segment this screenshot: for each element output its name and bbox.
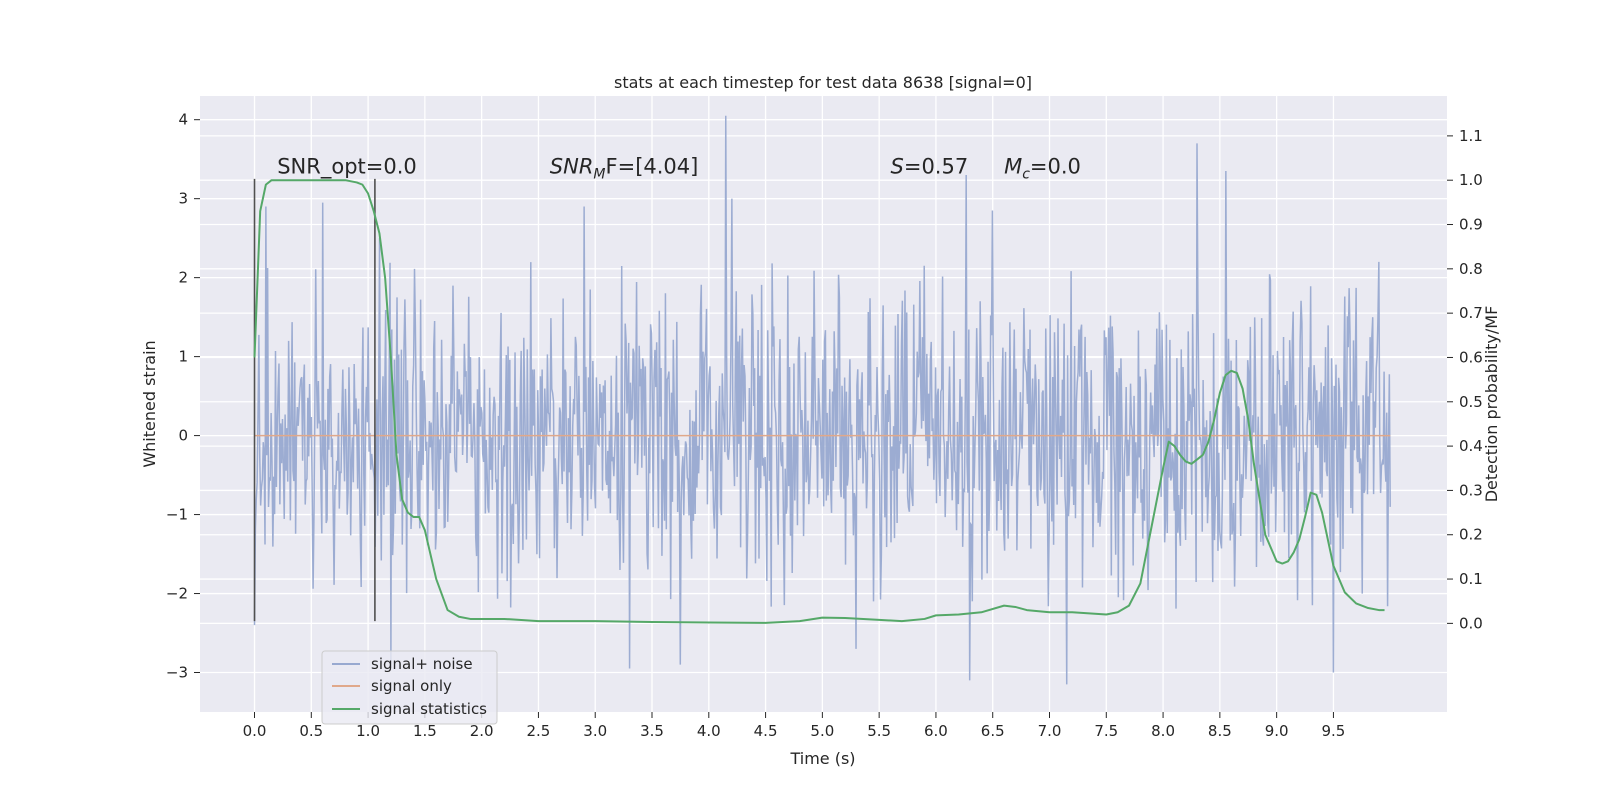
y-left-tick-label: 0 xyxy=(178,427,188,445)
legend-label-noise: signal+ noise xyxy=(371,655,473,673)
annotation-2: S=0.57 xyxy=(891,154,969,178)
x-tick-label: 7.5 xyxy=(1094,722,1118,740)
x-tick-label: 6.5 xyxy=(981,722,1005,740)
x-tick-label: 5.0 xyxy=(810,722,834,740)
y-right-tick-label: 1.1 xyxy=(1459,127,1483,145)
legend: signal+ noise signal only signal statist… xyxy=(321,650,498,725)
x-tick-label: 7.0 xyxy=(1038,722,1062,740)
annotations: SNR_opt=0.0 SNRMF=[4.04] S=0.57 Mc=0.0 xyxy=(277,154,1081,182)
y-right-tick-label: 0.6 xyxy=(1459,348,1483,366)
y-left-tick-label: 4 xyxy=(178,111,188,129)
x-tick-label: 9.5 xyxy=(1322,722,1346,740)
x-tick-label: 0.5 xyxy=(299,722,323,740)
x-tick-label: 5.5 xyxy=(867,722,891,740)
y-left-tick-label: −1 xyxy=(166,506,188,524)
axis-ticks: 0.0 0.5 1.0 1.5 2.0 2.5 3.0 3.5 4.0 4.5 5.0 5.5 6.0 6… xyxy=(166,111,1483,740)
x-tick-label: 1.0 xyxy=(356,722,380,740)
y-right-tick-label: 0.7 xyxy=(1459,304,1483,322)
x-tick-label: 9.0 xyxy=(1265,722,1289,740)
noise-trace xyxy=(253,115,1391,685)
x-tick-label: 2.0 xyxy=(470,722,494,740)
y-right-tick-label: 0.0 xyxy=(1459,614,1483,632)
x-tick-label: 0.0 xyxy=(243,722,267,740)
annotation-3: Mc=0.0 xyxy=(1004,154,1081,182)
y-right-tick-label: 0.9 xyxy=(1459,216,1483,234)
legend-label-statistics: signal statistics xyxy=(371,700,487,718)
signal-noise-series xyxy=(253,115,1391,685)
y-left-tick-label: 3 xyxy=(178,190,188,208)
y-axis-label-right: Detection probability/MF xyxy=(1482,306,1501,503)
x-tick-label: 2.5 xyxy=(527,722,551,740)
y-axis-label-left: Whitened strain xyxy=(140,340,159,467)
x-tick-label: 6.0 xyxy=(924,722,948,740)
y-right-tick-label: 0.8 xyxy=(1459,260,1483,278)
y-right-tick-label: 0.4 xyxy=(1459,437,1483,455)
y-right-tick-label: 0.1 xyxy=(1459,570,1483,588)
x-tick-label: 3.0 xyxy=(583,722,607,740)
y-right-tick-label: 0.2 xyxy=(1459,526,1483,544)
x-tick-label: 3.5 xyxy=(640,722,664,740)
x-axis-label: Time (s) xyxy=(789,749,855,768)
y-right-tick-label: 0.3 xyxy=(1459,481,1483,499)
x-tick-label: 4.5 xyxy=(754,722,778,740)
chart-title: stats at each timestep for test data 863… xyxy=(614,73,1032,92)
legend-box xyxy=(321,650,498,725)
y-left-tick-label: −3 xyxy=(166,664,188,682)
statistics-curve xyxy=(253,179,1385,624)
legend-label-signal-only: signal only xyxy=(371,677,452,695)
y-left-tick-label: 2 xyxy=(178,269,188,287)
y-right-tick-label: 1.0 xyxy=(1459,171,1483,189)
merger-markers xyxy=(253,178,376,622)
y-left-tick-label: −2 xyxy=(166,585,188,603)
annotation-0: SNR_opt=0.0 xyxy=(277,154,417,179)
x-tick-label: 8.5 xyxy=(1208,722,1232,740)
y-right-tick-label: 0.5 xyxy=(1459,393,1483,411)
annotation-1: SNRMF=[4.04] xyxy=(550,154,699,182)
x-tick-label: 8.0 xyxy=(1151,722,1175,740)
y-left-tick-label: 1 xyxy=(178,348,188,366)
x-tick-label: 4.0 xyxy=(697,722,721,740)
x-tick-label: 1.5 xyxy=(413,722,437,740)
signal-statistics-series xyxy=(253,179,1385,624)
